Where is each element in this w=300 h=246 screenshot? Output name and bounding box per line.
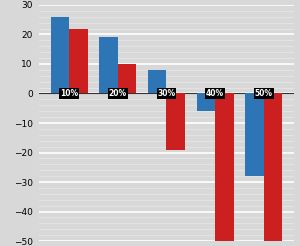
Bar [197,93,215,111]
Bar [245,93,264,176]
Bar [215,93,234,241]
Text: 30%: 30% [158,89,175,98]
Text: 10%: 10% [60,89,78,98]
Text: 50%: 50% [255,89,273,98]
Bar [51,17,69,93]
Text: 40%: 40% [206,89,224,98]
Bar [148,70,167,93]
Bar [118,64,136,93]
Bar [99,37,118,93]
Bar [167,93,185,150]
Bar [264,93,282,241]
Text: 20%: 20% [109,89,127,98]
Bar [69,29,88,93]
